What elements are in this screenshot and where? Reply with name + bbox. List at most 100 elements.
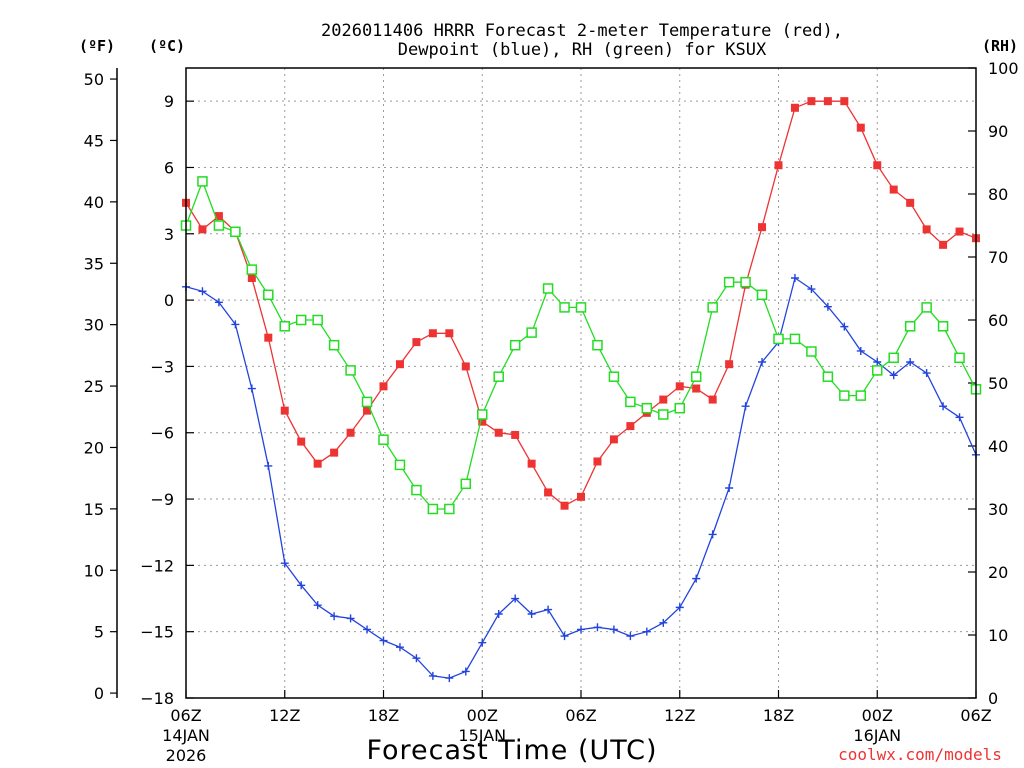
data-point [856, 346, 865, 355]
data-point [921, 302, 932, 313]
data-point [807, 285, 816, 294]
data-point [840, 322, 849, 331]
data-point [708, 395, 717, 404]
data-point [626, 632, 635, 641]
fahrenheit-tick-label: 10 [84, 561, 104, 580]
data-point [263, 289, 274, 301]
data-point [345, 365, 356, 376]
rh-tick-label: 40 [988, 437, 1008, 456]
data-point [642, 627, 651, 636]
time-tick-label: 06Z [960, 706, 991, 725]
rh-tick-label: 0 [988, 689, 998, 708]
data-point [593, 457, 602, 466]
data-point [758, 223, 767, 232]
data-point [937, 321, 949, 332]
celsius-tick-label: −6 [150, 424, 174, 443]
fahrenheit-tick-label: 25 [84, 377, 104, 396]
data-point [889, 185, 898, 194]
data-point [904, 321, 916, 332]
data-point [493, 371, 504, 382]
data-point [789, 333, 801, 345]
rh-tick-label: 50 [988, 374, 1008, 393]
data-point [659, 618, 668, 627]
data-point [906, 358, 915, 366]
data-point [527, 459, 536, 468]
data-point [445, 674, 454, 683]
data-point [560, 632, 569, 641]
data-point [527, 610, 536, 618]
data-point [873, 358, 882, 366]
data-point [856, 123, 865, 132]
series-0 [182, 97, 980, 510]
data-point [609, 435, 618, 444]
time-tick-label: 06Z [170, 706, 201, 725]
data-point [494, 428, 503, 437]
data-point [428, 329, 437, 338]
data-point [330, 448, 339, 457]
data-point [395, 360, 404, 369]
time-tick-label: 18Z [368, 706, 399, 725]
data-point [444, 503, 455, 515]
celsius-tick-label: −12 [140, 556, 174, 575]
data-point [822, 371, 834, 382]
data-point [725, 484, 734, 492]
data-point [247, 274, 256, 282]
fahrenheit-tick-label: 35 [84, 254, 104, 273]
celsius-tick-label: −9 [150, 490, 174, 509]
data-point [658, 409, 669, 420]
data-point [806, 346, 817, 357]
data-point [692, 574, 701, 583]
fahrenheit-unit-label: (ºF) [79, 37, 115, 55]
fahrenheit-tick-label: 15 [84, 500, 104, 519]
data-point [906, 198, 915, 207]
data-point [328, 339, 340, 351]
data-point [873, 161, 882, 170]
data-point [460, 478, 472, 490]
data-point [378, 434, 389, 445]
rh-tick-label: 70 [988, 248, 1008, 267]
data-point [394, 459, 406, 471]
data-point [230, 226, 241, 238]
data-point [756, 289, 768, 301]
data-point [412, 654, 421, 663]
data-point [526, 327, 537, 338]
data-point [295, 314, 307, 326]
data-point [478, 638, 487, 647]
data-point [246, 264, 258, 275]
year-label: 2026 [166, 746, 207, 765]
data-point [922, 225, 931, 234]
rh-tick-label: 20 [988, 563, 1008, 582]
data-point [346, 614, 355, 623]
rh-tick-label: 10 [988, 626, 1008, 645]
celsius-tick-label: −3 [150, 357, 174, 376]
celsius-tick-label: 0 [164, 291, 174, 310]
data-point [213, 220, 225, 231]
data-point [723, 276, 735, 288]
chart-title-line1: 2026011406 HRRR Forecast 2-meter Tempera… [321, 21, 843, 41]
data-point [608, 371, 620, 382]
data-point [478, 417, 487, 426]
data-point [955, 227, 964, 236]
time-tick-label: 18Z [763, 706, 794, 725]
data-point [609, 625, 618, 634]
data-point [740, 276, 751, 288]
data-point [626, 422, 635, 431]
time-tick-label: 00Z [862, 706, 893, 725]
data-point [939, 402, 948, 411]
rh-tick-label: 30 [988, 500, 1008, 519]
x-axis-label: Forecast Time (UTC) [366, 735, 657, 766]
data-point [330, 612, 339, 621]
data-point [855, 390, 867, 401]
data-point [509, 339, 521, 351]
data-point [544, 488, 553, 497]
data-point [625, 396, 636, 408]
fahrenheit-tick-label: 50 [84, 70, 104, 89]
data-point [790, 103, 799, 112]
data-point [939, 240, 948, 249]
rh-tick-label: 90 [988, 122, 1008, 141]
